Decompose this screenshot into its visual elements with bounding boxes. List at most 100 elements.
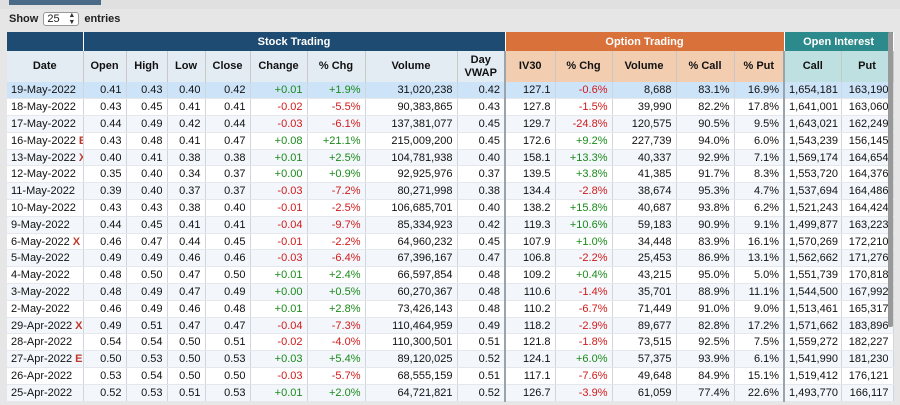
table-row[interactable]: 17-May-2022 0.44 0.49 0.42 0.44 -0.03 -6.1% 137… [7, 115, 894, 133]
entries-control: Show 25 ▲ ▼ entries [9, 11, 120, 27]
cell-pput: 5.0% [734, 266, 786, 285]
cell-close: 0.41 [205, 98, 251, 117]
group-open-interest: Open Interest [784, 32, 894, 51]
col-vwap[interactable]: Day VWAP [457, 51, 506, 82]
cell-call: 1,553,720 [784, 165, 842, 184]
table-row[interactable]: 19-May-2022 0.41 0.43 0.40 0.42 +0.01 +1.9% 31,… [7, 82, 894, 100]
chevron-updown-icon: ▲ ▼ [68, 12, 76, 26]
table-row[interactable]: 2-May-2022 0.46 0.49 0.46 0.48 +0.01 +2.8% 73,4… [7, 300, 894, 318]
cell-change: +0.01 [250, 384, 308, 402]
col-change[interactable]: Change [250, 51, 308, 82]
date-text: 12-May-2022 [11, 168, 76, 181]
col-call[interactable]: Call [784, 51, 842, 82]
cell-opt-pchg: -1.8% [555, 333, 613, 352]
cell-open: 0.46 [83, 233, 127, 251]
table-row[interactable]: 4-May-2022 0.48 0.50 0.47 0.50 +0.01 +2.4% 66,5… [7, 266, 894, 285]
cell-opt-pchg: -3.9% [555, 384, 613, 402]
cell-volume: 60,270,367 [365, 283, 458, 301]
col-close[interactable]: Close [205, 51, 251, 82]
scrollbar-thumb[interactable] [888, 32, 893, 327]
table-row[interactable]: 11-May-2022 0.39 0.40 0.37 0.37 -0.03 -7.2% 80,… [7, 182, 894, 201]
cell-date: 26-Apr-2022 [7, 367, 84, 385]
col-pput[interactable]: % Put [734, 51, 786, 82]
cell-pchg: -5.5% [307, 98, 366, 117]
cell-opt-volume: 34,448 [612, 233, 677, 251]
cell-low: 0.47 [167, 317, 206, 335]
cell-opt-volume: 59,183 [612, 216, 677, 234]
cell-opt-pchg: -2.8% [555, 182, 613, 201]
cell-pput: 9.0% [734, 300, 786, 318]
col-volume[interactable]: Volume [365, 51, 458, 82]
cell-low: 0.44 [167, 233, 206, 251]
cell-date: 19-May-2022 [7, 82, 84, 100]
col-iv30[interactable]: IV30 [505, 51, 556, 82]
cell-opt-volume: 73,515 [612, 333, 677, 352]
table-row[interactable]: 13-May-2022X0.400.410.380.38+0.01+2.5%10… [7, 149, 894, 167]
cell-iv30: 106.8 [505, 249, 556, 268]
cell-pcall: 93.9% [676, 350, 735, 369]
table-row[interactable]: 18-May-2022 0.43 0.45 0.41 0.41 -0.02 -5.5% 90,… [7, 98, 894, 117]
cell-pcall: 94.0% [676, 132, 735, 150]
cell-call: 1,513,461 [784, 300, 842, 318]
cell-change: -0.01 [250, 233, 308, 251]
col-pcall[interactable]: % Call [676, 51, 735, 82]
cell-pchg: +2.5% [307, 149, 366, 167]
cell-call: 1,521,243 [784, 199, 842, 217]
table-row[interactable]: 6-May-2022 X 0.46 0.47 0.44 0.45 -0.01 -2.2% 64,… [7, 233, 894, 251]
cell-high: 0.43 [126, 82, 168, 100]
cell-high: 0.45 [126, 216, 168, 234]
table-row[interactable]: 16-May-2022E0.430.480.410.47+0.08+21.1%2… [7, 132, 894, 150]
cell-opt-pchg: -0.6% [555, 82, 613, 100]
cell-put: 170,818 [841, 266, 894, 285]
cell-call: 1,543,239 [784, 132, 842, 150]
cell-pchg: +1.9% [307, 82, 366, 100]
col-opt-volume[interactable]: Volume [612, 51, 677, 82]
table-row[interactable]: 5-May-2022 0.49 0.49 0.46 0.46 -0.03 -6.4% 67,3… [7, 249, 894, 268]
ex-dividend-marker: X [75, 319, 83, 332]
cell-low: 0.47 [167, 283, 206, 301]
cell-pcall: 82.8% [676, 317, 735, 335]
cell-low: 0.41 [167, 216, 206, 234]
cell-date: 29-Apr-2022 X [7, 317, 84, 335]
table-row[interactable]: 28-Apr-2022 0.54 0.54 0.50 0.51 -0.02 -4.0% 110… [7, 333, 894, 352]
top-tab[interactable] [9, 0, 101, 5]
table-row[interactable]: 10-May-2022 0.43 0.43 0.38 0.40 -0.01 -2.5% 106… [7, 199, 894, 217]
cell-pput: 13.1% [734, 249, 786, 268]
cell-opt-pchg: -1.5% [555, 98, 613, 117]
cell-vwap: 0.42 [457, 82, 506, 100]
table-row[interactable]: 27-Apr-2022 E 0.50 0.53 0.50 0.53 +0.03 +5.4% 89… [7, 350, 894, 369]
col-high[interactable]: High [126, 51, 168, 82]
col-low[interactable]: Low [167, 51, 206, 82]
table-row[interactable]: 3-May-2022 0.48 0.49 0.47 0.49 +0.00 +0.5% 60,2… [7, 283, 894, 301]
group-option-trading: Option Trading [505, 32, 785, 51]
cell-opt-pchg: -7.6% [555, 367, 613, 385]
table-row[interactable]: 9-May-2022 0.44 0.45 0.41 0.41 -0.04 -9.7% 85,3… [7, 216, 894, 234]
cell-iv30: 107.9 [505, 233, 556, 251]
group-stock-trading: Stock Trading [83, 32, 506, 51]
cell-volume: 92,925,976 [365, 165, 458, 184]
cell-pput: 6.2% [734, 199, 786, 217]
table-row[interactable]: 29-Apr-2022 X 0.49 0.51 0.47 0.47 -0.04 -7.3% 11… [7, 317, 894, 335]
cell-pchg: +2.0% [307, 384, 366, 402]
col-pchg[interactable]: % Chg [307, 51, 366, 82]
cell-pcall: 95.3% [676, 182, 735, 201]
cell-put: 167,992 [841, 283, 894, 301]
date-text: 5-May-2022 [11, 252, 70, 265]
cell-low: 0.46 [167, 300, 206, 318]
date-text: 6-May-2022 [11, 235, 70, 248]
col-open[interactable]: Open [83, 51, 127, 82]
cell-open: 0.43 [83, 98, 127, 117]
table-row[interactable]: 25-Apr-2022 0.52 0.53 0.51 0.53 +0.01 +2.0% 64,… [7, 384, 894, 402]
col-opt-pchg[interactable]: % Chg [555, 51, 613, 82]
entries-select[interactable]: 25 ▲ ▼ [43, 12, 80, 26]
cell-put: 176,121 [841, 367, 894, 385]
cell-opt-volume: 40,337 [612, 149, 677, 167]
cell-vwap: 0.51 [457, 333, 506, 352]
col-date[interactable]: Date [7, 51, 84, 82]
cell-put: 164,376 [841, 165, 894, 184]
cell-vwap: 0.48 [457, 266, 506, 285]
table-row[interactable]: 26-Apr-2022 0.53 0.54 0.50 0.50 -0.03 -5.7% 68,… [7, 367, 894, 385]
col-put[interactable]: Put [841, 51, 894, 82]
table-row[interactable]: 12-May-2022 0.35 0.40 0.34 0.37 +0.00 +0.9% 92,… [7, 165, 894, 184]
